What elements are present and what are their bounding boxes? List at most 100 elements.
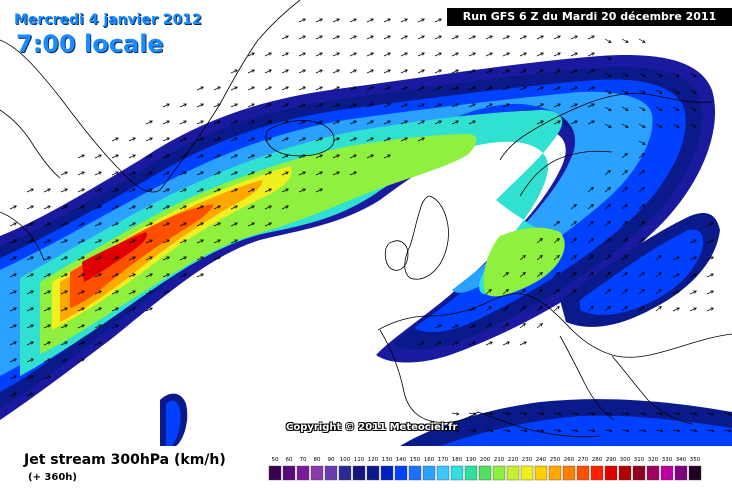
wind-arrow	[281, 137, 290, 142]
wind-arrow	[315, 52, 324, 57]
wind-arrow	[332, 171, 341, 176]
balkan-coast	[611, 355, 693, 425]
wind-arrow	[451, 120, 460, 125]
wind-arrow	[468, 324, 477, 329]
wind-arrow	[587, 52, 596, 57]
wind-arrow	[264, 222, 273, 227]
wind-arrow	[689, 123, 697, 128]
wind-arrow	[485, 103, 494, 108]
wind-arrow	[264, 205, 273, 210]
wind-arrow	[9, 239, 18, 244]
wind-arrow	[281, 35, 290, 40]
wind-arrow	[26, 205, 35, 210]
wind-arrow	[621, 238, 628, 244]
wind-arrow	[196, 239, 205, 244]
wind-arrow	[332, 18, 341, 23]
wind-arrow	[332, 35, 341, 40]
wind-arrow	[383, 137, 392, 142]
wind-arrow	[570, 429, 579, 433]
jet-band-green	[40, 134, 477, 354]
wind-arrow	[264, 171, 273, 176]
wind-arrow	[519, 429, 528, 433]
wind-arrow	[553, 52, 562, 57]
wind-arrow	[502, 323, 509, 329]
wind-arrow	[587, 429, 596, 433]
wind-arrow	[247, 137, 256, 142]
wind-arrow	[383, 154, 392, 159]
wind-arrow	[281, 69, 290, 74]
wind-arrow	[451, 103, 460, 108]
wind-arrow	[247, 171, 256, 176]
legend-swatch	[646, 465, 660, 481]
wind-arrow	[230, 222, 239, 227]
wind-arrow	[264, 52, 273, 57]
wind-arrow	[162, 205, 171, 210]
wind-arrow	[230, 205, 239, 210]
wind-speed-field	[0, 55, 732, 446]
wind-arrow	[672, 290, 681, 295]
wind-arrow	[451, 52, 460, 57]
wind-arrow	[621, 123, 629, 128]
wind-arrow	[111, 171, 120, 176]
legend-tick-label: 320	[648, 457, 659, 463]
wind-arrow	[26, 324, 35, 329]
wind-arrow	[417, 18, 426, 23]
wind-arrow	[570, 35, 579, 40]
wind-arrow	[604, 106, 612, 111]
wind-arrow	[536, 52, 545, 57]
wind-arrow	[145, 256, 154, 261]
labrador-coast	[0, 211, 45, 261]
wind-arrow	[298, 137, 307, 142]
wind-arrow	[60, 239, 69, 244]
wind-arrow	[179, 239, 188, 244]
wind-arrow	[468, 412, 477, 416]
wind-arrow	[604, 306, 611, 312]
legend-swatch	[450, 465, 464, 481]
wind-arrow	[672, 106, 680, 111]
wind-arrow	[94, 239, 103, 244]
wind-arrow	[128, 154, 137, 159]
wind-arrow	[417, 103, 426, 108]
wind-arrow	[298, 86, 307, 91]
wind-arrow	[502, 52, 511, 57]
wind-arrow	[315, 69, 324, 74]
wind-arrow	[689, 307, 698, 312]
wind-arrow	[638, 204, 645, 210]
wind-arrow	[366, 18, 375, 23]
wind-arrow	[315, 18, 324, 23]
wind-arrow	[638, 38, 646, 43]
wind-arrow	[587, 69, 596, 74]
wind-arrow	[179, 256, 188, 261]
wind-arrow	[553, 412, 562, 416]
greenland-coast-2	[0, 109, 61, 179]
wind-arrow	[26, 375, 35, 380]
wind-arrow	[298, 188, 307, 193]
wind-arrow	[247, 69, 256, 74]
scandinavia-coast-2	[519, 150, 613, 197]
wind-arrow	[621, 306, 628, 312]
wind-arrow	[196, 86, 205, 91]
wind-arrow	[94, 341, 103, 346]
wind-arrow	[128, 205, 137, 210]
legend-tick-label: 60	[286, 457, 293, 463]
wind-arrow	[587, 204, 594, 210]
wind-arrow	[26, 392, 35, 397]
wind-arrow	[502, 86, 511, 91]
wind-arrow	[638, 272, 645, 278]
wind-arrow	[230, 239, 239, 244]
wind-arrow	[655, 89, 663, 94]
wind-arrow	[706, 429, 715, 433]
wind-arrow	[247, 103, 256, 108]
legend-tick-label: 50	[272, 457, 279, 463]
iberia-coast	[379, 329, 479, 423]
wind-arrow	[128, 307, 137, 312]
wind-arrow	[94, 154, 103, 159]
legend-tick-label: 290	[606, 457, 617, 463]
wind-arrow	[621, 170, 628, 176]
legend-tick-label: 210	[494, 457, 505, 463]
wind-arrow	[315, 35, 324, 40]
wind-arrow	[485, 86, 494, 91]
wind-arrow	[570, 86, 579, 91]
wind-arrow	[451, 412, 460, 416]
wind-arrow	[621, 89, 629, 94]
